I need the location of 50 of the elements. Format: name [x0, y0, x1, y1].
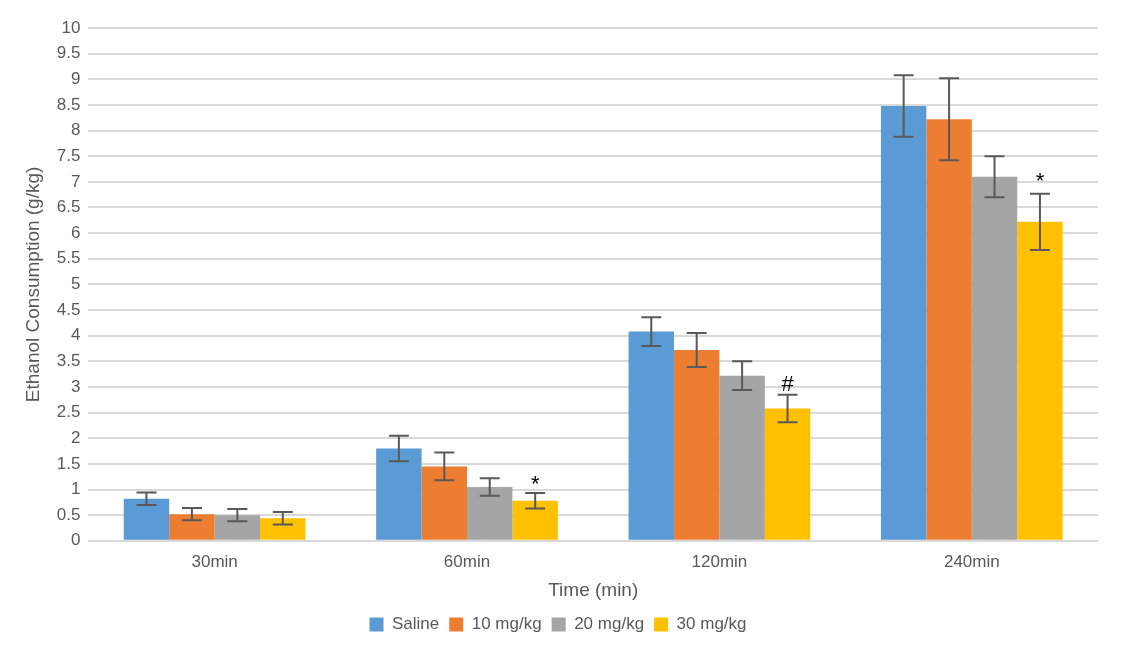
x-tick-label: 30min: [191, 551, 238, 571]
bar: [123, 498, 170, 540]
y-tick-label: 0.5: [56, 504, 81, 524]
legend-label: 30 mg/kg: [676, 614, 747, 634]
bar: [169, 514, 215, 540]
bar: [971, 176, 1018, 540]
y-tick-label: 9.5: [56, 43, 81, 63]
y-tick-label: 8: [70, 120, 81, 140]
x-tick-label: 60min: [443, 551, 491, 571]
y-tick-label: 6.5: [56, 197, 81, 217]
y-tick-label: 3: [70, 376, 81, 396]
y-tick-label: 7: [70, 171, 81, 191]
annotation: *: [530, 470, 540, 496]
y-axis-title: Ethanol Consumption (g/kg): [21, 166, 43, 403]
y-tick-label: 4.5: [56, 299, 81, 319]
bar: [719, 375, 765, 540]
y-tick-label: 6: [70, 222, 81, 242]
bar: [673, 350, 720, 540]
y-tick-label: 0: [70, 530, 81, 550]
legend-label: 20 mg/kg: [574, 614, 645, 634]
y-tick-label: 7.5: [56, 145, 81, 165]
bar: [880, 105, 927, 540]
legend-label: Saline: [391, 614, 440, 634]
bar: [376, 448, 422, 540]
bar: [926, 119, 972, 540]
bar: [1017, 221, 1063, 540]
y-tick-label: 2.5: [56, 402, 81, 422]
bar: [421, 466, 468, 540]
y-tick-label: 9: [70, 68, 81, 88]
bar: [512, 500, 558, 540]
y-tick-label: 3.5: [56, 351, 81, 371]
bar: [467, 486, 513, 540]
annotation: *: [1035, 168, 1045, 194]
y-tick-label: 1: [70, 479, 81, 499]
y-tick-label: 10: [61, 17, 81, 37]
x-tick-label: 120min: [691, 551, 748, 571]
y-tick-label: 2: [70, 427, 81, 447]
bar: [260, 518, 306, 540]
annotation: #: [781, 370, 795, 396]
bar: [628, 331, 674, 540]
y-tick-label: 5.5: [56, 248, 81, 268]
y-tick-label: 1.5: [56, 453, 81, 473]
y-tick-label: 4: [70, 325, 81, 345]
y-tick-label: 5: [70, 274, 81, 294]
y-tick-label: 8.5: [56, 94, 81, 114]
bar: [764, 408, 811, 540]
x-tick-label: 240min: [943, 551, 1000, 571]
legend-label: 10 mg/kg: [471, 614, 542, 634]
x-axis-title: Time (min): [548, 578, 639, 600]
bar: [214, 515, 261, 540]
